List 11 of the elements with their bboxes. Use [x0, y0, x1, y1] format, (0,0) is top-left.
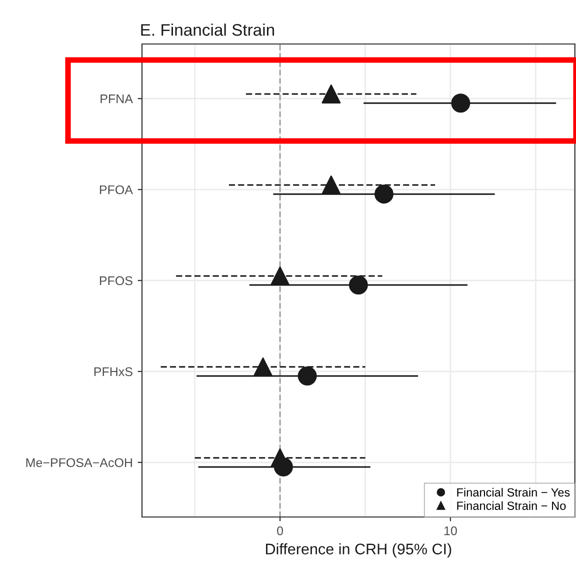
y-tick-label: PFOA — [100, 185, 133, 194]
y-tick-label: Me−PFOSA−AcOH — [26, 458, 132, 468]
legend-label: Financial Strain − Yes — [457, 488, 570, 497]
x-axis-title: Difference in CRH (95% CI) — [266, 543, 452, 558]
chart-title: E. Financial Strain — [141, 24, 274, 36]
legend-label: Financial Strain − No — [457, 501, 566, 510]
y-tick-label: PFHxS — [94, 367, 132, 376]
y-tick-label: PFNA — [100, 94, 133, 104]
y-tick-label: PFOS — [100, 276, 132, 286]
x-tick-label: 10 — [444, 526, 457, 536]
x-tick-label: 0 — [277, 526, 284, 536]
